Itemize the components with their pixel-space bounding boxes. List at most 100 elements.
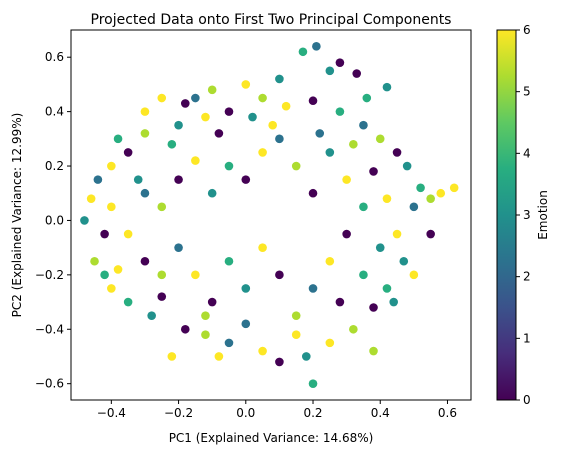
data-point <box>107 161 116 171</box>
data-point <box>362 93 372 103</box>
data-point <box>113 134 123 144</box>
y-tick-label: −0.6 <box>35 377 64 391</box>
y-axis-label: PC2 (Explained Variance: 12.99%) <box>10 113 24 318</box>
data-point <box>308 379 318 388</box>
data-point <box>298 47 308 57</box>
colorbar-tick-label: 2 <box>523 270 531 284</box>
x-tick-label: 0.6 <box>438 406 457 420</box>
data-point <box>191 156 200 165</box>
points-layer <box>80 42 459 388</box>
colorbar-label: Emotion <box>536 190 550 240</box>
data-point <box>291 330 301 340</box>
data-point <box>174 120 183 130</box>
data-point <box>291 311 301 320</box>
data-point <box>80 216 89 225</box>
data-point <box>157 292 167 301</box>
data-point <box>258 346 267 356</box>
x-axis: −0.4 −0.2 0.0 0.2 0.4 0.6 <box>97 400 457 420</box>
data-point <box>90 256 99 266</box>
data-point <box>201 112 210 122</box>
plot-frame <box>70 29 472 401</box>
data-point <box>275 134 284 144</box>
data-point <box>241 175 251 184</box>
data-point <box>224 107 234 116</box>
data-point <box>359 270 368 280</box>
data-point <box>191 270 200 280</box>
data-point <box>140 256 150 266</box>
colorbar-tick-label: 4 <box>523 146 531 160</box>
colorbar-tick-label: 6 <box>523 23 531 37</box>
data-point <box>416 183 425 193</box>
data-point <box>369 167 378 176</box>
data-point <box>436 188 446 198</box>
colorbar <box>496 29 517 401</box>
data-point <box>241 319 251 329</box>
data-point <box>325 256 335 266</box>
colorbar-tick-label: 5 <box>523 85 531 99</box>
colorbar-ticks: 0 1 2 3 4 5 6 <box>516 23 531 407</box>
y-tick-label: 0.2 <box>45 159 64 173</box>
data-point <box>389 297 398 307</box>
data-point <box>157 202 167 212</box>
data-point <box>224 256 234 266</box>
data-point <box>312 42 321 51</box>
y-tick-label: 0.4 <box>45 105 64 119</box>
data-point <box>93 175 103 184</box>
data-point <box>123 148 133 157</box>
colorbar-tick-label: 0 <box>523 393 531 407</box>
data-point <box>315 129 325 138</box>
data-point <box>214 352 224 361</box>
data-point <box>352 69 362 78</box>
data-point <box>402 161 412 171</box>
data-point <box>157 93 167 103</box>
data-point <box>241 80 251 89</box>
data-point <box>335 297 345 307</box>
data-point <box>100 270 109 280</box>
data-point <box>100 229 109 239</box>
data-point <box>275 357 284 367</box>
data-point <box>123 297 133 307</box>
data-point <box>392 229 402 239</box>
data-point <box>258 93 267 103</box>
data-point <box>308 284 318 293</box>
y-tick-label: −0.2 <box>35 268 64 282</box>
data-point <box>174 175 183 184</box>
data-point <box>167 352 177 361</box>
data-point <box>180 99 190 108</box>
data-point <box>107 202 116 212</box>
data-point <box>147 311 156 320</box>
data-point <box>123 229 133 239</box>
data-point <box>291 161 301 171</box>
data-point <box>167 139 177 149</box>
data-point <box>207 85 217 95</box>
data-point <box>369 303 378 312</box>
x-tick-label: 0.2 <box>303 406 322 420</box>
data-point <box>325 148 335 157</box>
data-point <box>224 161 234 171</box>
data-point <box>392 148 402 157</box>
data-point <box>258 243 267 252</box>
data-point <box>281 101 291 111</box>
x-tick-label: 0.0 <box>236 406 255 420</box>
data-point <box>426 194 435 203</box>
data-point <box>382 194 392 203</box>
y-tick-label: 0.0 <box>45 213 64 227</box>
x-axis-label: PC1 (Explained Variance: 14.68%) <box>169 431 374 445</box>
data-point <box>258 148 267 157</box>
data-point <box>399 256 409 266</box>
data-point <box>140 188 150 198</box>
data-point <box>308 96 318 106</box>
data-point <box>248 112 257 122</box>
data-point <box>335 58 345 67</box>
data-point <box>86 194 96 203</box>
data-point <box>140 129 150 138</box>
data-point <box>275 270 284 280</box>
data-point <box>133 175 143 184</box>
data-point <box>224 338 234 348</box>
data-point <box>349 324 358 334</box>
data-point <box>409 202 419 212</box>
data-point <box>107 284 116 293</box>
y-axis: −0.6 −0.4 −0.2 0.0 0.2 0.4 0.6 <box>35 50 71 391</box>
data-point <box>201 330 210 340</box>
